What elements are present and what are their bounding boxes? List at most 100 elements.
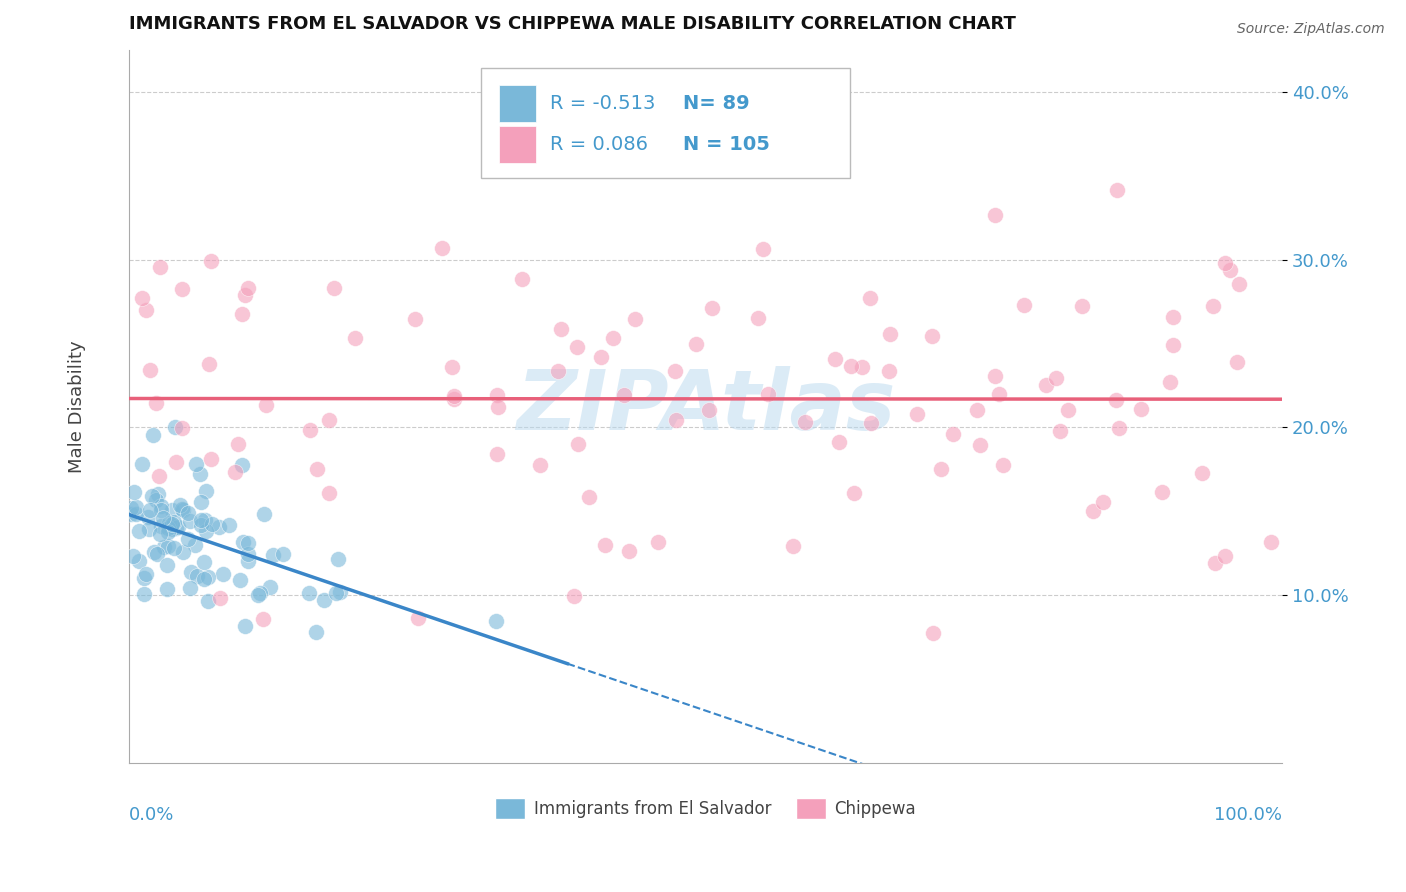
Point [142, 428, 165, 442]
Text: R = -0.513: R = -0.513 [550, 94, 655, 112]
Text: ZIPAtlas: ZIPAtlas [516, 366, 896, 447]
Point [246, 588, 269, 602]
Point [128, 524, 150, 539]
Point [624, 312, 647, 326]
Point [157, 524, 180, 539]
Point [966, 403, 988, 417]
Text: 0.0%: 0.0% [129, 806, 174, 824]
Point [486, 447, 509, 461]
Point [647, 534, 669, 549]
Point [229, 573, 252, 587]
Point [314, 593, 336, 607]
Text: IMMIGRANTS FROM EL SALVADOR VS CHIPPEWA MALE DISABILITY CORRELATION CHART: IMMIGRANTS FROM EL SALVADOR VS CHIPPEWA … [129, 15, 1017, 33]
Point [484, 615, 506, 629]
Point [859, 291, 882, 305]
Text: N = 105: N = 105 [683, 136, 769, 154]
Point [208, 591, 231, 605]
Point [589, 350, 612, 364]
Point [665, 413, 688, 427]
FancyBboxPatch shape [499, 85, 536, 122]
Text: Source: ZipAtlas.com: Source: ZipAtlas.com [1237, 22, 1385, 37]
Point [440, 360, 463, 375]
Point [828, 434, 851, 449]
Point [150, 500, 173, 514]
Point [254, 398, 277, 412]
Point [226, 437, 249, 451]
Point [145, 493, 167, 508]
Point [851, 359, 873, 374]
Point [149, 503, 172, 517]
Point [184, 457, 207, 471]
Point [194, 483, 217, 498]
Point [252, 507, 274, 521]
Point [1057, 402, 1080, 417]
Point [304, 624, 326, 639]
Point [165, 455, 187, 469]
Point [218, 518, 240, 533]
Point [879, 326, 901, 341]
Point [443, 389, 465, 403]
Point [122, 485, 145, 500]
Point [162, 541, 184, 555]
Point [1159, 376, 1181, 390]
Point [430, 241, 453, 255]
Point [165, 420, 187, 434]
Point [231, 458, 253, 472]
Point [565, 340, 588, 354]
Point [131, 291, 153, 305]
Point [259, 580, 281, 594]
Point [141, 490, 163, 504]
Point [699, 402, 721, 417]
Point [194, 513, 217, 527]
Point [166, 521, 188, 535]
Point [298, 423, 321, 437]
Point [145, 396, 167, 410]
Point [567, 437, 589, 451]
Point [208, 520, 231, 534]
Point [1219, 263, 1241, 277]
Point [201, 517, 224, 532]
Point [1129, 402, 1152, 417]
Point [238, 281, 260, 295]
Point [326, 551, 349, 566]
Point [969, 438, 991, 452]
Point [184, 538, 207, 552]
Point [991, 458, 1014, 473]
Point [120, 500, 142, 515]
Point [200, 451, 222, 466]
Point [166, 520, 188, 534]
Text: N= 89: N= 89 [683, 94, 749, 112]
Point [1045, 371, 1067, 385]
Point [190, 517, 212, 532]
Point [747, 310, 769, 325]
Point [186, 568, 208, 582]
Point [343, 331, 366, 345]
Point [131, 457, 153, 471]
Point [564, 589, 586, 603]
Point [235, 288, 257, 302]
Point [1213, 255, 1236, 269]
Point [188, 467, 211, 482]
Point [700, 301, 723, 316]
Point [236, 547, 259, 561]
Point [195, 524, 218, 538]
Point [233, 618, 256, 632]
Point [193, 555, 215, 569]
Point [190, 494, 212, 508]
Point [486, 388, 509, 402]
Point [988, 386, 1011, 401]
Point [578, 490, 600, 504]
Point [613, 388, 636, 402]
Point [844, 485, 866, 500]
Point [152, 511, 174, 525]
Point [593, 538, 616, 552]
Point [1071, 300, 1094, 314]
Point [132, 586, 155, 600]
Point [197, 570, 219, 584]
Point [146, 486, 169, 500]
Point [163, 515, 186, 529]
Point [231, 307, 253, 321]
Point [921, 328, 943, 343]
Point [224, 465, 246, 479]
Point [1081, 504, 1104, 518]
